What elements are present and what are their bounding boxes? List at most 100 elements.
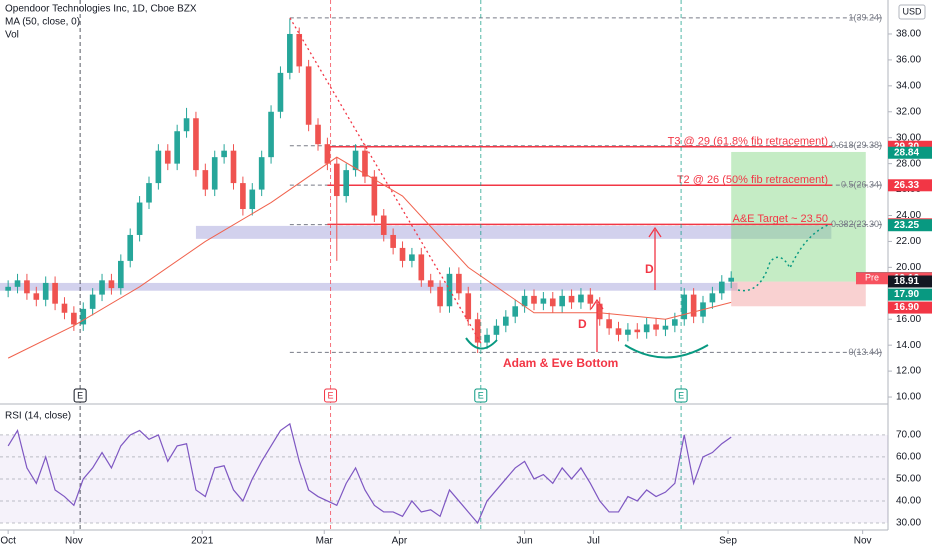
target-label: A&E Target ~ 23.50 (732, 213, 828, 225)
target-label: T2 @ 26 (50% fib retracement) (677, 174, 828, 186)
candle-body (409, 254, 415, 261)
candle-body (268, 111, 274, 158)
price-badge-label: 23.25 (894, 220, 919, 231)
candle-body (258, 157, 265, 190)
candle-body (512, 306, 519, 317)
annotation: Adam & Eve Bottom (503, 356, 618, 370)
rsi-tick-label: 50.00 (896, 474, 921, 485)
candle-body (315, 124, 321, 145)
candle-body (287, 33, 293, 73)
candle-body (540, 298, 547, 304)
candle-body (136, 202, 143, 235)
annotation: D (645, 262, 654, 276)
x-tick-label: Nov (854, 536, 872, 547)
zone (731, 151, 866, 282)
price-badge (888, 146, 932, 159)
y-tick-label: 36.00 (896, 55, 921, 66)
price-badge-label: 18.91 (894, 276, 919, 287)
candle-body (296, 33, 303, 67)
x-tick-label: Nov (65, 536, 83, 547)
price-badge-tag-label: Pre (865, 273, 879, 283)
vol-label: Vol (5, 30, 19, 41)
price-badge-label: 26.33 (894, 180, 919, 191)
candle-body (5, 286, 11, 291)
x-tick-label: Apr (392, 536, 408, 547)
rsi-line (7, 422, 732, 525)
eve-arc (624, 344, 709, 359)
candle-body (52, 282, 58, 304)
candle-body (427, 280, 434, 287)
candle-body (549, 298, 556, 307)
y-tick-label: 38.00 (896, 29, 921, 40)
rsi-tick-label: 60.00 (896, 452, 921, 463)
event-box (674, 388, 688, 403)
price-badge-tag (856, 272, 888, 285)
candle-body (493, 325, 500, 335)
candle-body (653, 324, 659, 330)
y-tick-label: 30.00 (896, 132, 921, 143)
candle-body (33, 293, 40, 300)
candle-body (240, 183, 246, 210)
candle-body (634, 329, 641, 333)
currency: USD (902, 6, 922, 16)
candle-body (596, 303, 603, 320)
fib-label: 0.382(23.30) (831, 219, 882, 229)
candle-body (164, 150, 171, 164)
currency-box[interactable] (898, 4, 926, 20)
event-label: E (328, 390, 334, 400)
event-label: E (77, 390, 83, 400)
candle-body (362, 150, 368, 177)
x-tick-label: 2021 (191, 536, 214, 547)
candle-body (521, 295, 528, 307)
trend-line (289, 17, 483, 346)
candle-body (371, 176, 378, 216)
candle-body (118, 260, 124, 289)
candle-body (615, 328, 622, 335)
y-tick-label: 32.00 (896, 106, 921, 117)
rsi-label: RSI (14, close) (5, 411, 71, 422)
projection-path (737, 224, 829, 292)
fib-label: 0(13.44) (848, 347, 882, 357)
x-tick-label: Jun (517, 536, 533, 547)
y-tick-label: 20.00 (896, 262, 921, 273)
candle-body (418, 254, 425, 281)
title: Opendoor Technologies Inc, 1D, Cboe BZX (5, 4, 197, 15)
candle-body (587, 294, 594, 304)
event-box (474, 388, 488, 403)
zone (195, 225, 832, 239)
candle-body (305, 66, 312, 125)
candle-body (709, 293, 716, 303)
y-tick-label: 10.00 (896, 392, 921, 403)
adam-arc (465, 337, 498, 350)
candle-body (42, 282, 49, 300)
candle-body (728, 277, 735, 282)
candle-body (108, 280, 115, 289)
x-tick-label: Mar (316, 536, 334, 547)
ma-line (7, 156, 732, 359)
price-badge (888, 179, 932, 192)
y-tick-label: 24.00 (896, 210, 921, 221)
y-tick-label: 22.00 (896, 236, 921, 247)
candle-body (531, 295, 537, 304)
candle-body (202, 170, 209, 190)
candle-body (324, 144, 331, 164)
candle-body (71, 312, 77, 325)
candle-body (643, 324, 650, 333)
price-badge-label: 28.84 (894, 147, 919, 158)
candle-body (503, 316, 509, 326)
event-label: E (678, 390, 684, 400)
fib-label: 1(39.24) (848, 12, 882, 22)
candle-body (662, 325, 669, 330)
candle-body (24, 280, 30, 294)
arrow-head (590, 298, 604, 310)
candle-body (380, 215, 387, 235)
y-tick-label: 16.00 (896, 314, 921, 325)
candle-body (277, 72, 284, 112)
candle-body (230, 150, 237, 184)
candle-body (681, 294, 688, 320)
candle-body (89, 294, 96, 309)
candle-body (484, 334, 490, 343)
candle-body (474, 319, 481, 343)
